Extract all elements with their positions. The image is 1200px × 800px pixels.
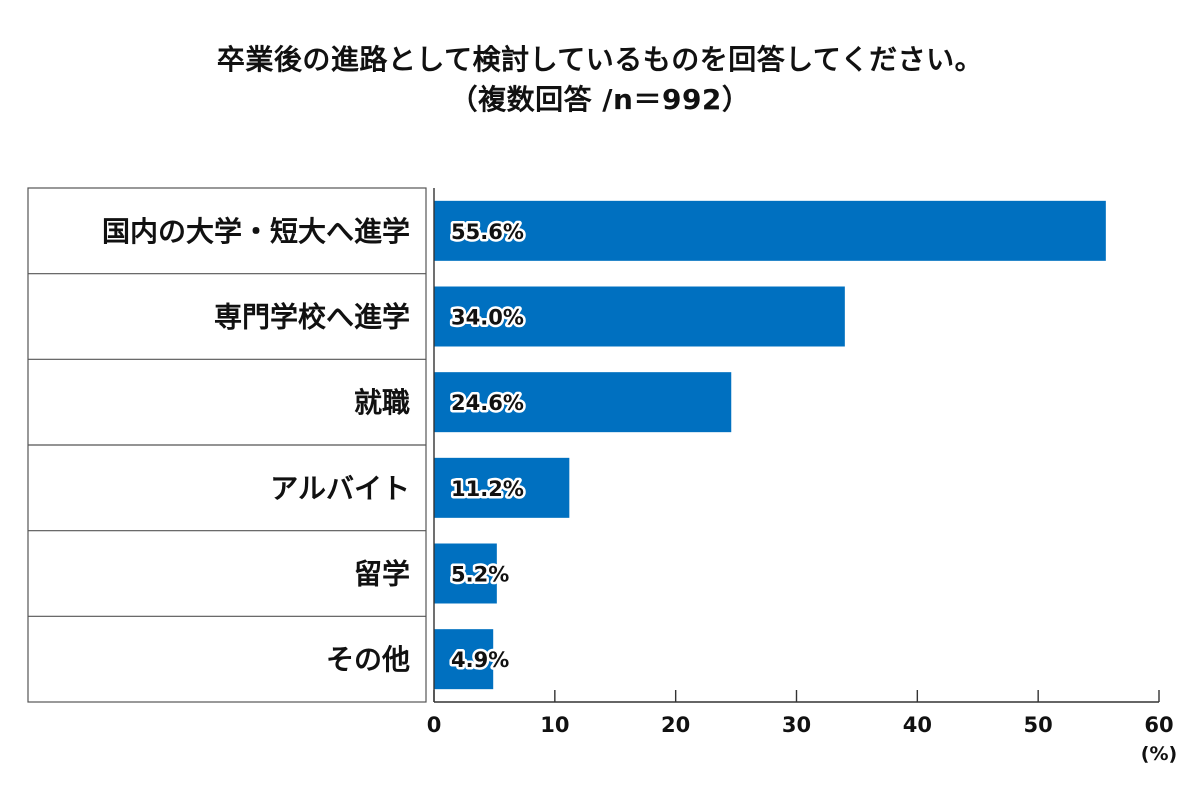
category-label: アルバイト [270, 472, 410, 505]
value-label: 34.0% [451, 306, 524, 330]
x-tick-label: 30 [782, 713, 811, 737]
x-tick-label: 60 [1144, 713, 1173, 737]
bar [434, 286, 845, 347]
category-label: 専門学校へ進学 [214, 301, 410, 334]
x-axis: 0 10 20 30 40 50 60 (%) [427, 188, 1177, 765]
chart-title: 卒業後の進路として検討しているものを回答してください。 [216, 43, 984, 76]
bar [434, 629, 494, 690]
x-tick-label: 50 [1024, 713, 1053, 737]
value-label: 11.2% [451, 477, 524, 501]
x-tick-label: 0 [427, 713, 442, 737]
x-unit-label: (%) [1141, 743, 1177, 765]
category-label: 国内の大学・短大へ進学 [102, 215, 410, 248]
bar [434, 457, 570, 518]
bar-series: 55.6% 34.0% 24.6% 11.2% 5.2% 4.9% [434, 200, 1106, 690]
x-tick-label: 20 [661, 713, 690, 737]
category-label: その他 [326, 643, 410, 676]
value-label: 5.2% [451, 563, 509, 587]
x-tick-label: 10 [540, 713, 569, 737]
chart-subtitle: （複数回答 /n＝992） [449, 83, 751, 116]
bar [434, 200, 1106, 261]
value-label: 4.9% [451, 648, 509, 672]
value-label: 55.6% [451, 220, 524, 244]
x-tick-label: 40 [903, 713, 932, 737]
bar [434, 543, 497, 604]
value-label: 24.6% [451, 391, 524, 415]
bar [434, 372, 732, 433]
category-label: 就職 [354, 386, 410, 419]
category-label: 留学 [354, 558, 410, 591]
